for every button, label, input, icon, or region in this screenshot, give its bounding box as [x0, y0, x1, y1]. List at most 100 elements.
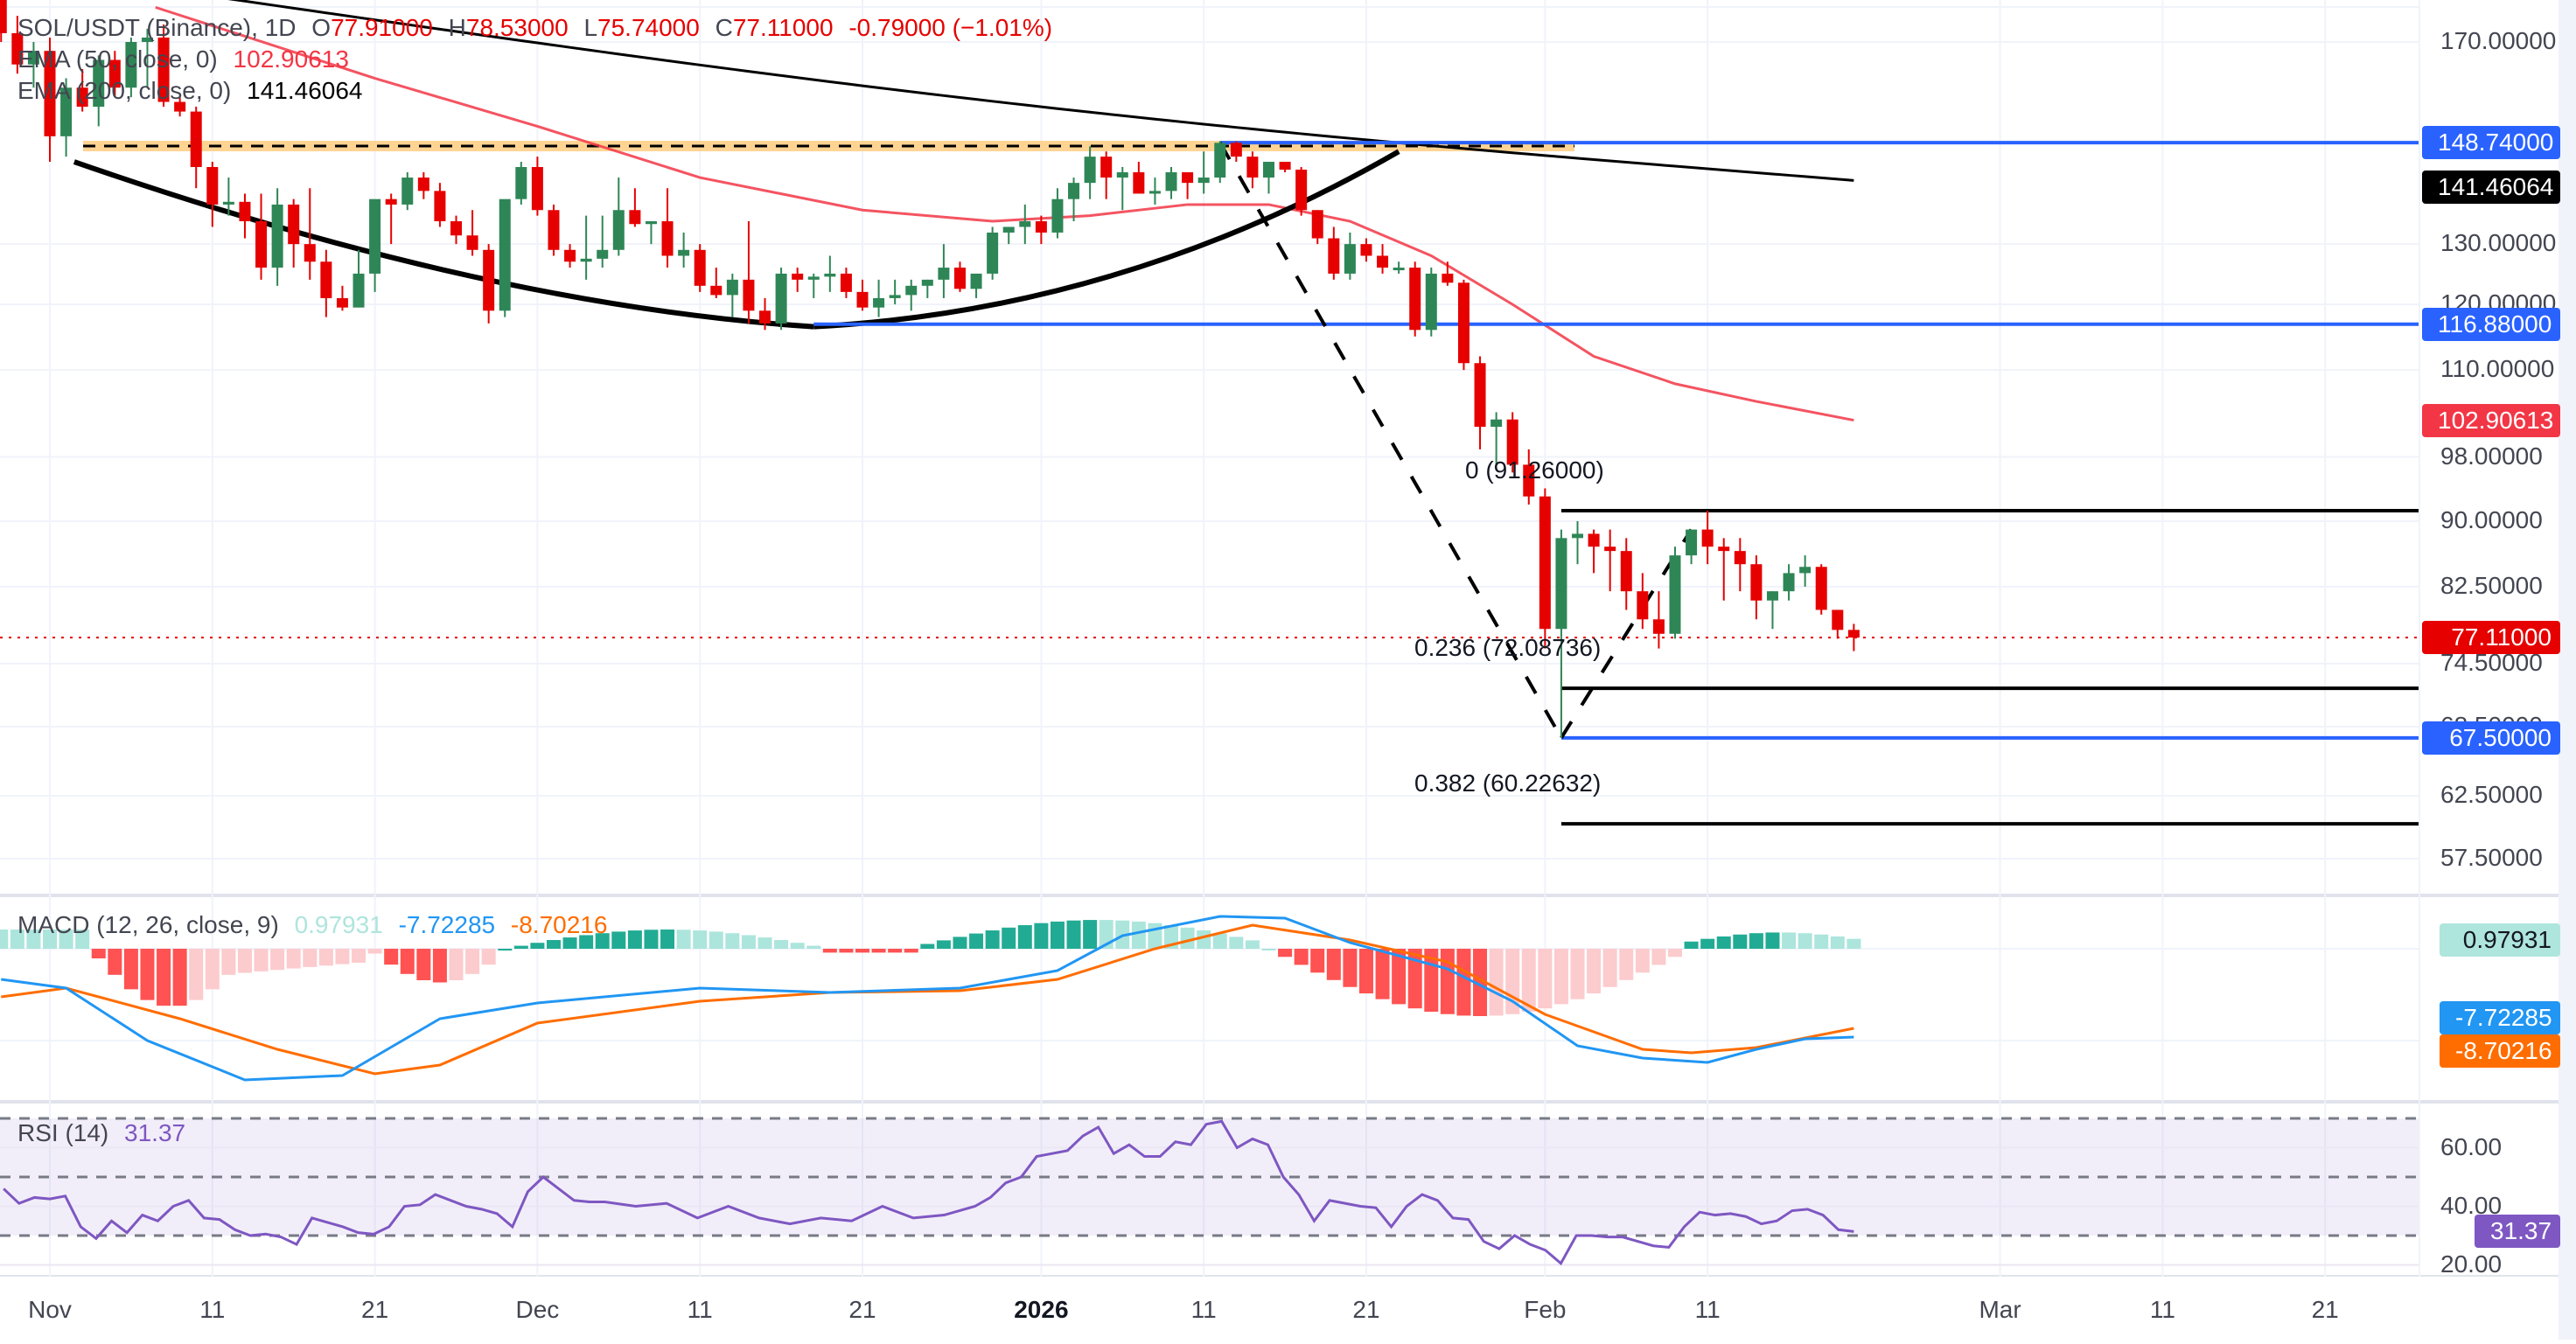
candle-body	[1311, 210, 1323, 239]
macd-histogram-bar	[725, 933, 740, 949]
price-tick-label: 62.50000	[2440, 781, 2543, 809]
macd-histogram-bar	[1830, 936, 1845, 949]
macd-histogram-bar	[709, 931, 723, 949]
candle-body	[1068, 183, 1080, 199]
macd-histogram-bar	[59, 930, 73, 949]
macd-histogram-bar	[806, 945, 821, 949]
macd-histogram-bar	[1700, 938, 1715, 949]
candle-body	[239, 201, 251, 222]
candle-body	[190, 111, 202, 168]
rsi-tick-label: 40.00	[2440, 1191, 2503, 1219]
candle-body	[385, 198, 397, 205]
macd-histogram-bar	[985, 930, 1000, 949]
time-label: 21	[1352, 1296, 1380, 1323]
macd-histogram-bar	[546, 940, 561, 949]
macd-histogram-bar	[108, 949, 122, 975]
macd-histogram-bar	[367, 949, 382, 954]
macd-histogram-bar	[1375, 949, 1390, 999]
pane-separator	[0, 1100, 2576, 1104]
macd-histogram-bar	[693, 930, 708, 949]
macd-histogram-bar	[1716, 936, 1731, 949]
candle-body	[1133, 172, 1145, 194]
macd-histogram-bar	[303, 949, 318, 967]
low-value: 75.74000	[597, 14, 700, 41]
time-label: Mar	[1979, 1296, 2021, 1323]
time-label: 2026	[1014, 1296, 1069, 1323]
candle-body	[1019, 221, 1031, 227]
candle-body	[1799, 567, 1812, 574]
macd-histogram-bar	[237, 949, 252, 973]
macd-histogram-bar	[904, 949, 918, 953]
price-tick-label: 98.00000	[2440, 442, 2543, 470]
macd-histogram-bar	[26, 930, 41, 949]
macd-histogram-bar	[157, 949, 171, 1006]
macd-histogram-bar	[1553, 949, 1568, 1005]
candle-body	[710, 285, 723, 296]
candle-body	[1116, 172, 1128, 178]
rsi-legend[interactable]: RSI (14) 31.37	[17, 1118, 194, 1149]
candle-body	[0, 0, 7, 33]
price-badge: 102.90613	[2422, 403, 2560, 437]
macd-histogram-bar	[1261, 949, 1276, 951]
candle-body	[1377, 255, 1389, 268]
macd-histogram-bar	[10, 930, 24, 949]
macd-histogram-bar	[1570, 949, 1585, 999]
macd-histogram-bar	[822, 949, 837, 953]
candle-body	[1165, 172, 1177, 192]
macd-histogram-bar	[140, 949, 155, 1000]
ema200-legend[interactable]: EMA (200, close, 0) 141.46064	[17, 75, 371, 107]
macd-histogram-bar	[790, 943, 805, 949]
macd-histogram-bar	[432, 949, 447, 983]
macd-histogram-bar	[530, 943, 545, 949]
candle-body	[304, 244, 316, 262]
candle-body	[531, 167, 543, 211]
candle-body	[1035, 221, 1047, 233]
ema200-value: 141.46064	[247, 77, 363, 104]
macd-histogram-bar	[644, 930, 659, 949]
macd-histogram-bar	[189, 949, 204, 1000]
macd-histogram-bar	[757, 937, 772, 949]
time-label: 21	[361, 1296, 389, 1323]
candle-body	[938, 268, 950, 280]
macd-histogram-bar	[1002, 927, 1016, 949]
macd-histogram-bar	[416, 949, 431, 980]
candle-body	[320, 261, 332, 298]
rsi-value: 31.37	[124, 1119, 186, 1146]
time-label: 11	[199, 1296, 226, 1323]
candle-body	[905, 285, 918, 296]
macd-histogram-bar	[1066, 920, 1081, 949]
price-tick-label: 130.00000	[2440, 229, 2557, 257]
candle-body	[694, 249, 706, 286]
macd-legend[interactable]: MACD (12, 26, close, 9) 0.97931 -7.72285…	[17, 909, 616, 941]
candle-body	[1652, 619, 1665, 634]
cup-curve-right	[813, 149, 1400, 330]
candle-body	[1328, 238, 1340, 274]
macd-histogram-bar	[1278, 949, 1293, 958]
candle-body	[1246, 157, 1259, 178]
candle-body	[60, 87, 73, 136]
candle-body	[1637, 591, 1649, 620]
candle-body	[434, 191, 446, 222]
ema50-legend[interactable]: EMA (50, close, 0) 102.90613	[17, 44, 358, 75]
macd-histogram-bar	[1440, 949, 1455, 1014]
candle-body	[1523, 464, 1535, 497]
candle-body	[1620, 551, 1632, 592]
macd-histogram-bar	[1473, 949, 1488, 1016]
macd-histogram-bar	[1619, 949, 1634, 980]
candle-body	[1360, 244, 1372, 256]
candle-body	[1686, 529, 1698, 556]
candle-body	[1701, 529, 1714, 547]
time-label: Feb	[1524, 1296, 1567, 1323]
symbol-title[interactable]: SOL/USDT (Binance), 1D	[17, 14, 297, 41]
macd-histogram-bar	[1651, 949, 1666, 965]
candle-body	[1263, 162, 1274, 178]
macd-histogram-bar	[936, 940, 951, 949]
price-tick-label: 170.00000	[2440, 26, 2557, 54]
candle-body	[792, 273, 804, 280]
ema200-label: EMA (200, close, 0)	[17, 77, 232, 104]
rsi-line	[3, 1119, 1854, 1266]
candle-body	[288, 204, 300, 245]
candle-body	[1815, 567, 1827, 610]
